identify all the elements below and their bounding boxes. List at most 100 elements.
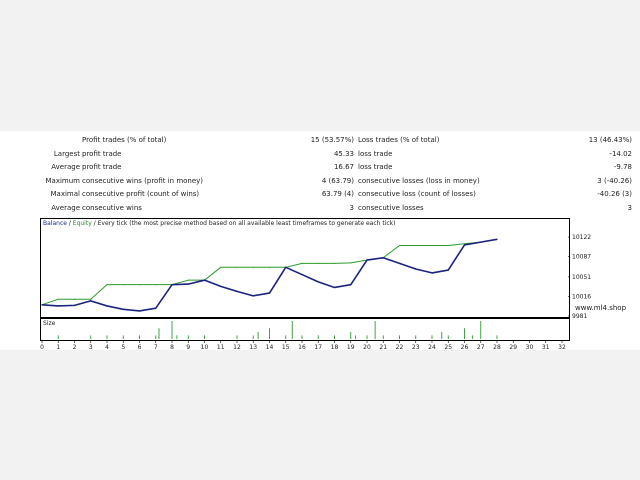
equity-line-point [155, 284, 157, 286]
balance-line-point [138, 310, 141, 312]
balance-line-point [171, 284, 173, 286]
stat-name-left: consecutive profit (count of wins) [82, 190, 200, 198]
stats-row: Maximal consecutive profit (count of wins… [0, 188, 640, 200]
x-tick-label: 5 [121, 344, 125, 351]
stat-value-right: 13 (46.43%) [588, 136, 632, 144]
stat-name-left: consecutive wins [82, 203, 142, 212]
x-tick-label: 20 [363, 344, 371, 351]
equity-line-point [333, 262, 336, 264]
stat-name-left: consecutive wins (profit in money) [82, 176, 204, 185]
equity-line-point [138, 284, 141, 286]
equity-line-point [268, 266, 271, 268]
equity-line-point [236, 266, 238, 268]
stat-name-right: consecutive losses (loss in money) [358, 176, 480, 185]
stat-value-left: 63.79 (4) [321, 190, 354, 198]
equity-line-point [350, 262, 352, 264]
stat-name-right: Loss trades (% of total) [358, 136, 440, 144]
balance-line-point [236, 290, 238, 292]
balance-line-point [480, 241, 482, 243]
balance-line [41, 238, 498, 312]
stat-value-right: -40.26 (3) [597, 190, 632, 198]
stat-name-left: profit trade [82, 149, 122, 158]
report-panel: Profit trades (% of total) 15 (53.57%) Los… [0, 131, 640, 351]
balance-line-point [122, 308, 124, 310]
x-tick-label: 29 [509, 344, 517, 351]
x-tick-label: 7 [154, 344, 158, 351]
equity-line-point [220, 266, 222, 268]
x-tick-label: 0 [40, 344, 44, 351]
balance-line-point [41, 304, 43, 306]
y-tick-label: 10051 [572, 274, 591, 281]
equity-line-point [301, 262, 303, 264]
stats-row: Profit trades (% of total) 15 (53.57%) Los… [0, 134, 640, 146]
x-tick-label: 12 [233, 344, 241, 351]
equity-line-point [398, 244, 401, 247]
stats-row: Maximum consecutive wins (profit in money… [0, 175, 640, 187]
x-tick-label: 27 [477, 344, 485, 351]
balance-line-point [431, 272, 433, 274]
equity-line-point [187, 279, 189, 281]
x-tick-label: 9 [186, 344, 190, 351]
legend-equity: Equity [72, 220, 92, 227]
stat-value-left: 3 [349, 203, 354, 212]
stat-label: Largest [53, 149, 80, 158]
equity-line-point [431, 244, 433, 247]
balance-line-point [268, 292, 271, 294]
x-tick-label: 15 [282, 344, 290, 351]
stat-name-left: profit trade [82, 163, 122, 171]
equity-line-point [252, 266, 254, 268]
equity-line-point [415, 244, 417, 247]
stat-value-left: 45.33 [333, 149, 354, 158]
balance-line-point [350, 284, 352, 286]
balance-line-point [447, 269, 449, 271]
balance-line-point [90, 300, 92, 302]
x-tick-label: 24 [428, 344, 436, 351]
balance-line-point [203, 279, 206, 281]
equity-line-point [317, 262, 319, 264]
legend-tail: / Every tick (the most precise method ba… [91, 220, 396, 227]
x-tick-label: 8 [170, 344, 174, 351]
x-tick-label: 19 [347, 344, 355, 351]
x-tick-label: 2 [73, 344, 77, 351]
x-tick-label: 32 [558, 344, 566, 351]
x-tick-label: 23 [412, 344, 420, 351]
balance-line-point [496, 238, 498, 240]
y-tick-label: 9981 [572, 313, 587, 320]
x-tick-label: 10 [201, 344, 209, 351]
x-tick-label: 13 [249, 344, 257, 351]
x-tick-label: 16 [298, 344, 306, 351]
x-tick-label: 18 [331, 344, 339, 351]
x-tick-label: 21 [379, 344, 387, 351]
y-tick-label: 10122 [572, 234, 591, 241]
x-tick-label: 4 [105, 344, 109, 351]
stat-value-right: -14.02 [609, 149, 632, 158]
size-label: Size [43, 320, 56, 327]
balance-line-point [187, 283, 189, 285]
chart-legend: Balance / Equity / Every tick (the most … [43, 220, 396, 227]
stat-value-left: 4 (63.79) [321, 176, 354, 185]
balance-line-point [285, 266, 287, 268]
balance-line-point [382, 257, 384, 259]
legend-sep: / [66, 220, 73, 227]
y-tick-label: 10087 [572, 254, 591, 261]
x-tick-label: 14 [266, 344, 274, 351]
x-tick-label: 6 [138, 344, 142, 351]
x-tick-label: 17 [314, 344, 322, 351]
balance-line-point [366, 259, 368, 261]
balance-chart [40, 218, 570, 318]
x-tick-label: 22 [396, 344, 404, 351]
stat-label: Average [51, 203, 80, 212]
balance-line-point [301, 273, 303, 276]
stat-name-right: consecutive losses [358, 203, 424, 212]
stat-value-left: 15 (53.57%) [310, 136, 354, 144]
balance-line-point [220, 285, 222, 287]
stat-value-right: -9.78 [613, 163, 632, 171]
balance-line-point [398, 262, 401, 264]
balance-line-point [317, 281, 319, 283]
equity-line-point [73, 298, 76, 300]
stats-row: Largest profit trade 45.33 loss trade -14.02 [0, 148, 640, 160]
balance-line-point [252, 295, 254, 297]
balance-line-point [155, 307, 157, 309]
stat-label: Maximum [45, 176, 81, 185]
y-tick-label: 10016 [572, 293, 591, 300]
